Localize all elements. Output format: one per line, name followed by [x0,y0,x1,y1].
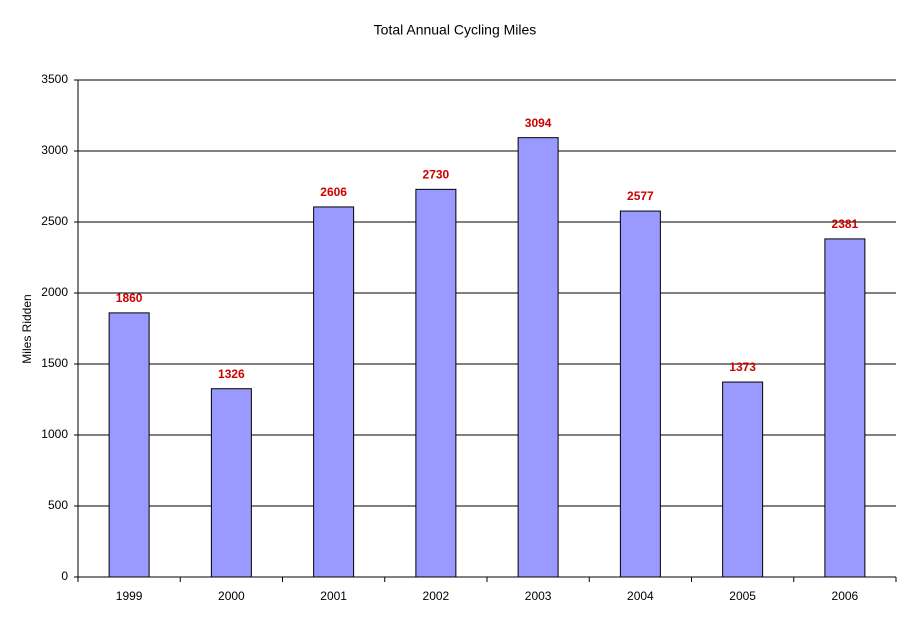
x-tick-label: 2001 [320,589,347,603]
y-tick-label: 1000 [41,427,68,441]
chart-title: Total Annual Cycling Miles [374,22,537,38]
bar [517,137,559,578]
x-tick-label: 2004 [627,589,654,603]
y-tick-label: 2000 [41,285,68,299]
value-label: 1860 [116,291,143,305]
x-tick-label: 2002 [423,589,450,603]
x-tick-label: 2005 [729,589,756,603]
bar [313,206,355,578]
x-tick-label: 1999 [116,589,143,603]
bar [108,312,150,578]
value-label: 2730 [423,168,450,182]
value-label: 2606 [320,185,347,199]
y-tick-label: 1500 [41,356,68,370]
value-label: 2381 [832,217,859,231]
y-tick-label: 3500 [41,72,68,86]
y-tick-label: 3000 [41,143,68,157]
value-label: 3094 [525,116,552,130]
x-tick-label: 2006 [832,589,859,603]
value-label: 1373 [729,360,756,374]
y-tick-label: 2500 [41,214,68,228]
y-axis-label: Miles Ridden [20,294,34,363]
value-label: 2577 [627,189,654,203]
bar [619,210,661,578]
y-tick-label: 0 [61,569,68,583]
bar [415,188,457,578]
bar [824,238,866,578]
value-label: 1326 [218,367,245,381]
y-tick-label: 500 [48,498,68,512]
bar [722,381,764,578]
bar [210,388,252,578]
x-tick-label: 2000 [218,589,245,603]
x-tick-label: 2003 [525,589,552,603]
